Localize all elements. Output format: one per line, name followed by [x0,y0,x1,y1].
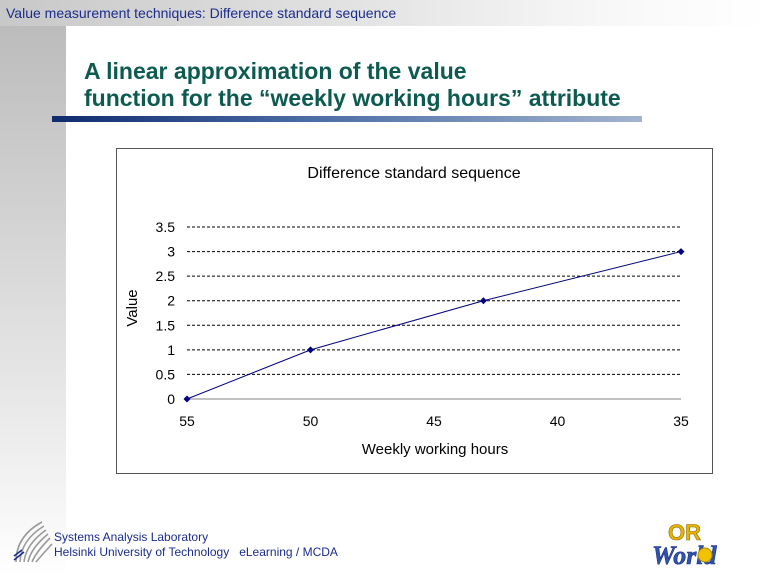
data-point [677,248,685,256]
y-tick-label: 3 [167,244,175,260]
footer-lab-name: Systems Analysis Laboratory [54,530,209,544]
y-tick-label: 0 [167,391,175,407]
x-tick-label: 50 [303,413,319,429]
series-line [186,251,682,400]
data-point [479,297,487,305]
footer-university: Helsinki University of Technology [54,545,230,559]
x-tick-label: 55 [179,413,195,429]
footer-course: eLearning / MCDA [239,545,338,559]
logo-or-text: OR [668,520,701,545]
breadcrumb: Value measurement techniques: Difference… [6,5,397,21]
y-tick-labels: 0 0.5 1 1.5 2 2.5 3 3.5 [156,219,176,407]
x-tick-label: 45 [426,413,442,429]
slide-title: A linear approximation of the value func… [84,58,621,112]
series-group [183,248,685,403]
gridlines [187,226,681,400]
title-underline [52,116,642,122]
y-tick-label: 2.5 [156,268,176,284]
line-chart: Difference standard sequence Weekly work… [124,165,689,458]
x-axis-label: Weekly working hours [362,441,508,458]
or-world-logo: OR World [652,520,718,570]
data-point [183,395,191,403]
logo-globe-icon [697,547,713,563]
top-gradient-bar [0,0,768,26]
slide-title-line-2: function for the “weekly working hours” … [84,85,621,111]
footer-university-line: Helsinki University of Technology eLearni… [54,545,338,560]
chart-title: Difference standard sequence [307,165,520,182]
systems-analysis-laboratory-logo [13,521,53,563]
x-tick-label: 35 [673,413,689,429]
y-tick-label: 0.5 [156,366,176,382]
left-gradient-bar [0,0,66,576]
y-tick-label: 2 [167,293,175,309]
chart-container: Difference standard sequence Weekly work… [116,148,713,474]
y-tick-label: 1 [167,342,175,358]
x-tick-label: 40 [550,413,566,429]
y-tick-label: 3.5 [156,219,176,235]
footer: Systems Analysis Laboratory Helsinki Uni… [54,530,338,560]
x-tick-labels: 55 50 45 40 35 [179,413,689,429]
y-axis-label: Value [124,289,141,326]
data-point [307,346,314,354]
slide-title-line-1: A linear approximation of the value [84,58,467,84]
y-tick-label: 1.5 [156,317,176,333]
